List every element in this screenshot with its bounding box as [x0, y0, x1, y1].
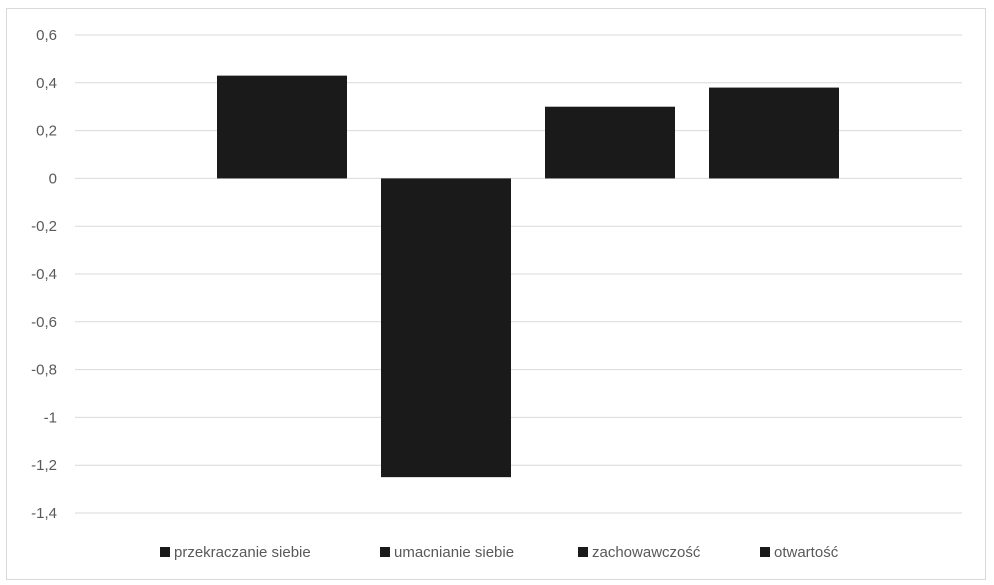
legend-label: umacnianie siebie: [394, 544, 514, 561]
bar-2: [545, 106, 675, 179]
y-tick-label: 0: [49, 170, 57, 187]
y-tick-label: -0,8: [31, 362, 57, 379]
legend-swatch: [160, 547, 170, 557]
legend-swatch: [380, 547, 390, 557]
y-tick-label: -1,2: [31, 457, 57, 474]
y-tick-label: -1: [44, 409, 57, 426]
legend-label: przekraczanie siebie: [174, 544, 311, 561]
legend-swatch: [578, 547, 588, 557]
y-axis-tick-labels: 0,6 0,4 0,2 0 -0,2 -0,4 -0,6 -0,8 -1 -1,2 -1,4: [31, 27, 57, 522]
bars: [217, 75, 839, 478]
bar-0: [217, 75, 347, 179]
legend-label: otwartość: [774, 544, 839, 561]
y-tick-label: -0,4: [31, 266, 57, 283]
y-tick-label: 0,2: [36, 123, 57, 140]
y-tick-label: -1,4: [31, 505, 57, 522]
bar-3: [709, 87, 839, 179]
legend-label: zachowawczość: [592, 544, 701, 561]
bar-1: [381, 178, 511, 478]
legend-swatch: [760, 547, 770, 557]
legend: przekraczanie siebie umacnianie siebie zac…: [160, 544, 839, 561]
y-tick-label: -0,6: [31, 314, 57, 331]
y-tick-label: 0,4: [36, 75, 57, 92]
y-tick-label: -0,2: [31, 218, 57, 235]
y-tick-label: 0,6: [36, 27, 57, 44]
